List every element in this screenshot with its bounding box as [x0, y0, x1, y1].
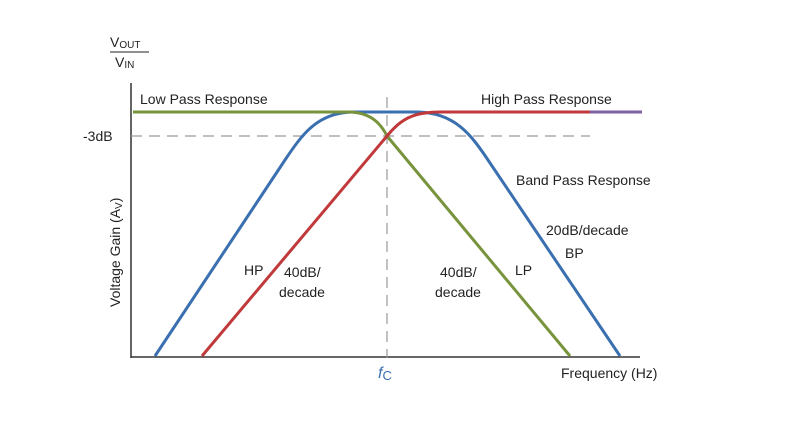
x-axis-title: Frequency (Hz): [561, 365, 657, 381]
bp-slope-label: 20dB/decade: [546, 222, 629, 238]
low-pass-curve: [133, 112, 570, 356]
vout-label: VOUT: [110, 34, 140, 51]
low-pass-response-label: Low Pass Response: [140, 91, 268, 107]
high-pass-response-label: High Pass Response: [481, 91, 612, 107]
vout-vin-ratio: VOUT VIN: [110, 34, 149, 71]
minus3db-label: -3dB: [83, 128, 113, 144]
lp-slope-line1: 40dB/: [440, 264, 477, 280]
hp-slope-line2: decade: [279, 284, 325, 300]
y-axis-title: Voltage Gain (AV): [107, 198, 125, 307]
cutoff-frequency-label: fC: [378, 365, 392, 383]
bp-tag: BP: [565, 245, 584, 261]
hp-slope-line1: 40dB/: [284, 264, 321, 280]
lp-tag: LP: [515, 262, 532, 278]
hp-tag: HP: [244, 262, 263, 278]
vin-label: VIN: [115, 54, 134, 71]
lp-slope-line2: decade: [435, 284, 481, 300]
band-pass-response-label: Band Pass Response: [516, 172, 651, 188]
